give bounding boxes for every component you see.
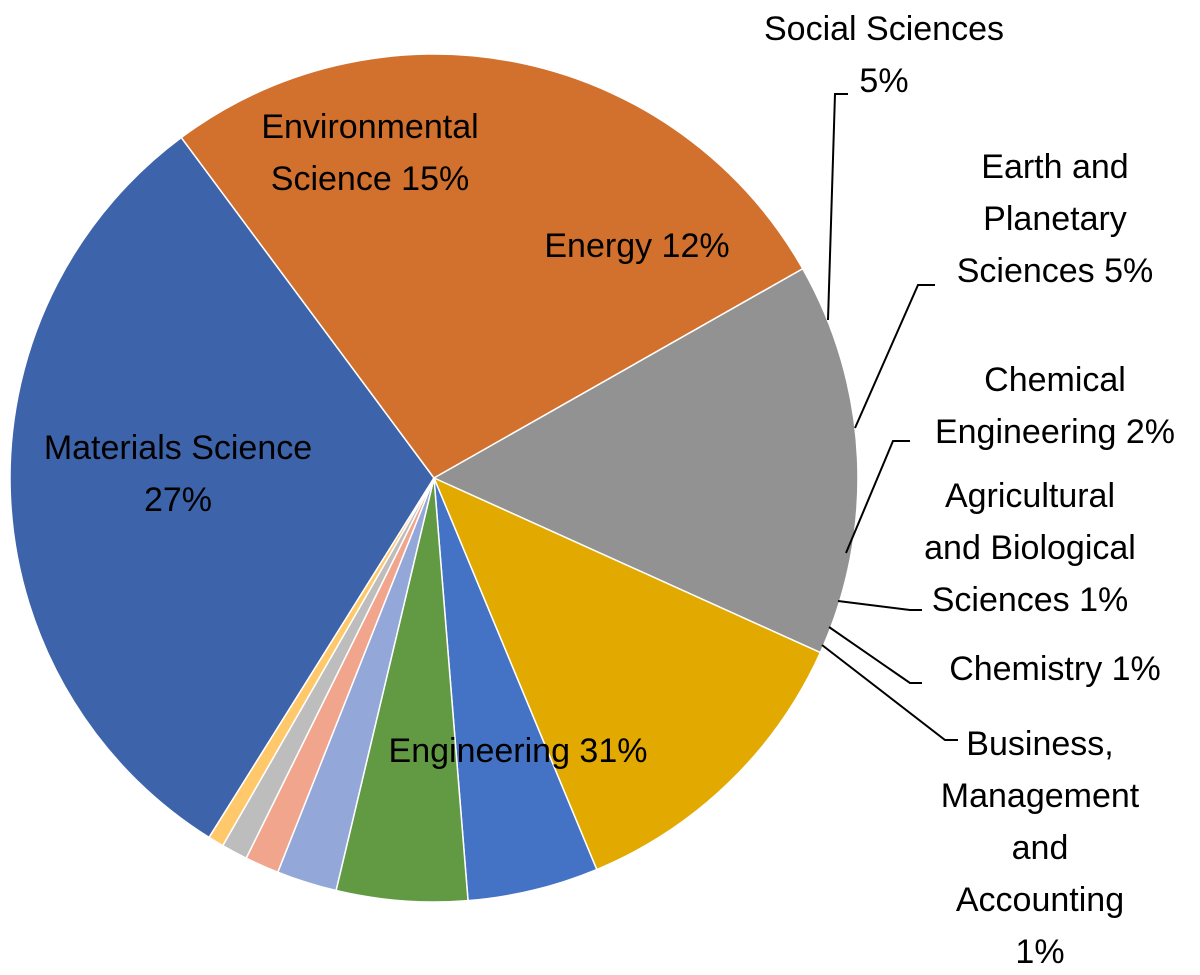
pie-slice: [208, 477, 435, 847]
leader-line: [854, 284, 935, 429]
pie-slice: [180, 53, 804, 479]
slice-label: Chemical Engineering 2%: [935, 361, 1175, 451]
slice-label: Earth and Planetary Sciences 5%: [957, 148, 1154, 290]
leader-line: [827, 93, 848, 321]
leader-line: [821, 644, 958, 741]
slice-label: Energy 12%: [544, 227, 729, 265]
slice-label: Business, Management and Accounting 1%: [941, 725, 1140, 971]
slice-label: Social Sciences 5%: [764, 10, 1004, 100]
leader-line: [828, 626, 922, 684]
slice-label: Environmental Science 15%: [261, 108, 478, 198]
pie-slice: [432, 476, 822, 871]
slice-label: Materials Science 27%: [44, 429, 312, 519]
leader-line: [845, 440, 910, 554]
slice-label: Engineering 31%: [389, 732, 648, 770]
leader-line: [837, 600, 922, 611]
pie-slice: [9, 136, 435, 839]
pie-slice: [432, 267, 859, 654]
slice-label: Agricultural and Biological Sciences 1%: [924, 477, 1136, 619]
slice-label: Chemistry 1%: [949, 650, 1161, 688]
